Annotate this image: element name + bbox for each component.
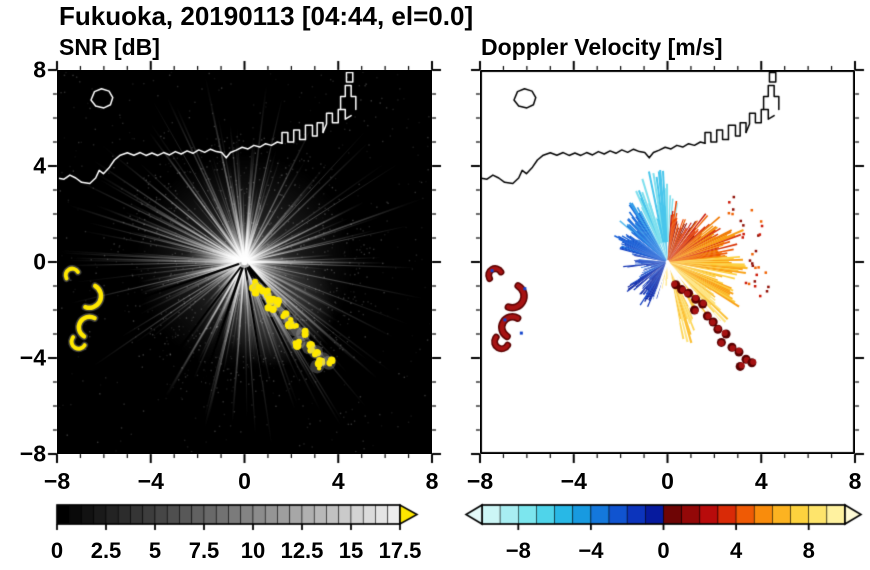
snr-x-tick-label: −4	[137, 468, 164, 494]
doppler-colorbar-label: 0	[657, 538, 670, 563]
snr-y-tick-label: −8	[19, 440, 46, 467]
snr-y-tick-label: 4	[33, 152, 46, 179]
snr-colorbar-label: 12.5	[280, 538, 324, 563]
snr-x-tick-label: −8	[43, 468, 71, 494]
doppler-x-tick-label: −8	[466, 468, 494, 494]
snr-colorbar-label: 17.5	[378, 538, 422, 563]
snr-colorbar-label: 2.5	[90, 538, 122, 563]
snr-x-tick-label: 0	[238, 468, 251, 494]
doppler-plot	[480, 70, 855, 454]
doppler-colorbar-label: −4	[578, 538, 604, 563]
snr-plot	[57, 70, 432, 454]
snr-y-tick-label: −4	[19, 344, 46, 371]
snr-colorbar	[45, 498, 435, 538]
snr-y-tick-label: 8	[33, 56, 46, 83]
doppler-x-tick-label: 4	[754, 468, 768, 494]
doppler-colorbar-label: −8	[505, 538, 531, 563]
snr-colorbar-label: 5	[148, 538, 162, 563]
doppler-x-tick-label: −4	[560, 468, 587, 494]
doppler-colorbar-label: 8	[802, 538, 815, 563]
snr-colorbar-label: 7.5	[188, 538, 220, 563]
doppler-x-tick-label: 0	[661, 468, 674, 494]
snr-colorbar-label: 10	[240, 538, 266, 563]
snr-x-tick-label: 4	[331, 468, 345, 494]
doppler-x-tick-label: 8	[848, 468, 862, 494]
snr-colorbar-label: 0	[50, 538, 64, 563]
doppler-colorbar	[456, 498, 870, 538]
snr-colorbar-label: 15	[338, 538, 364, 563]
snr-y-tick-label: 0	[33, 248, 46, 275]
snr-x-tick-label: 8	[425, 468, 439, 494]
doppler-colorbar-label: 4	[729, 538, 743, 563]
